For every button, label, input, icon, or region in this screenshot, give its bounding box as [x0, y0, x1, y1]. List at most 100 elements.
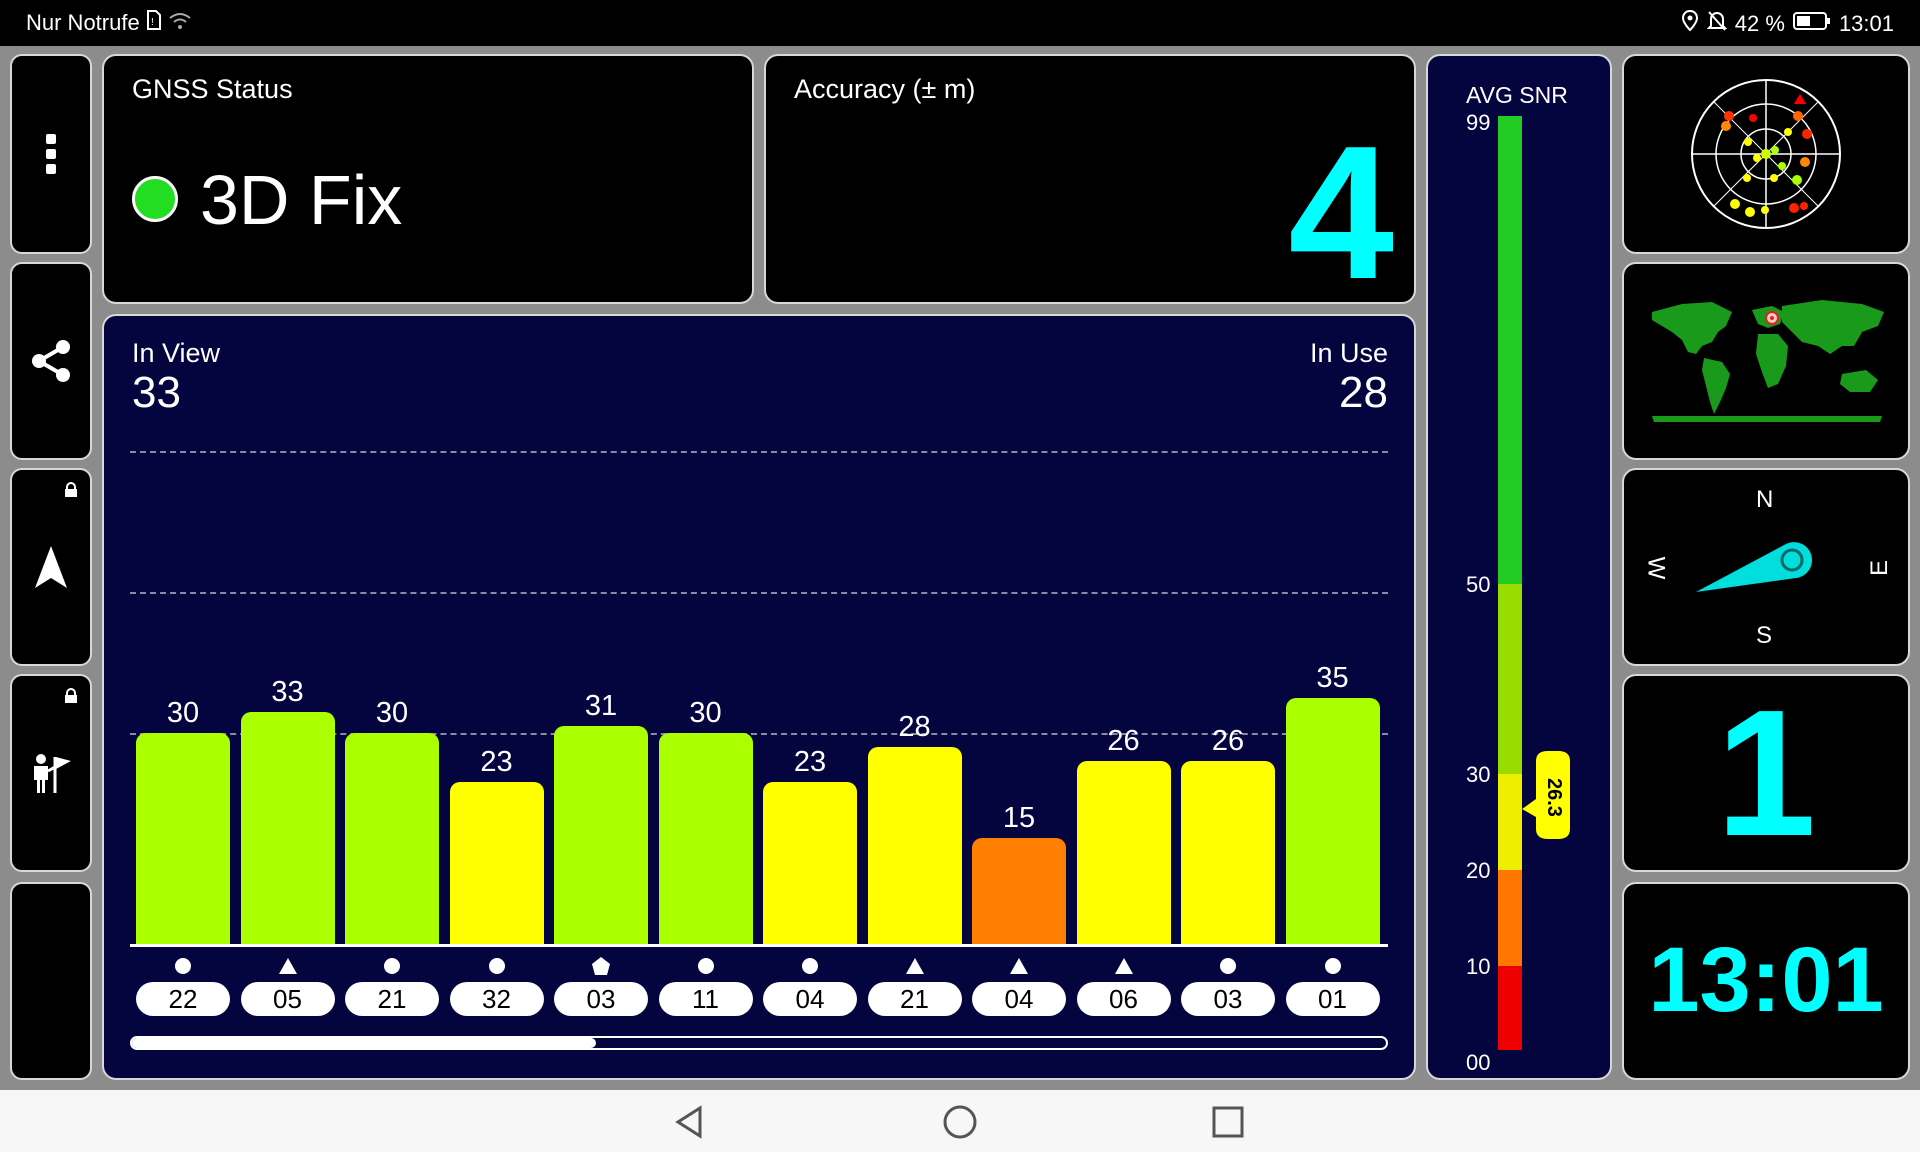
chart-gridline — [130, 451, 1388, 454]
world-map-icon — [1652, 300, 1884, 422]
home-icon — [943, 1105, 977, 1139]
compass-west: W — [1642, 556, 1670, 580]
clock-status: 13:01 — [1838, 11, 1894, 36]
in-use-label: In Use — [1309, 338, 1388, 368]
satellite-prn-label[interactable]: 06 — [1076, 982, 1171, 1016]
skyview-button[interactable] — [1622, 54, 1910, 254]
location-icon — [1681, 9, 1699, 38]
night-mode-button[interactable] — [10, 882, 92, 1080]
snr-bar — [1076, 760, 1171, 944]
in-use-count: 28 — [1339, 368, 1388, 417]
snr-bar — [972, 838, 1066, 944]
gnss-status-panel[interactable]: GNSS Status 3D Fix — [102, 54, 754, 304]
in-view-count: 33 — [132, 368, 181, 417]
avg-snr-scale-label: 20 — [1466, 858, 1491, 883]
person-flag-icon — [12, 676, 90, 870]
satellite-prn-label[interactable]: 03 — [1181, 982, 1275, 1016]
accuracy-value: 4 — [1288, 107, 1394, 319]
world-map-button[interactable] — [1622, 262, 1910, 460]
chart-gridline — [130, 732, 1388, 735]
wifi-icon — [168, 10, 192, 36]
satellite-prn-label[interactable]: 04 — [763, 982, 857, 1016]
constellation-circle-icon — [345, 955, 439, 977]
fix-value: 3D Fix — [200, 161, 403, 239]
more-vertical-icon — [12, 56, 90, 252]
snr-bar-value: 30 — [166, 696, 200, 729]
share-button[interactable] — [10, 262, 92, 460]
share-icon — [12, 264, 90, 458]
compass-east: E — [1866, 559, 1894, 577]
satellite-prn-label[interactable]: 03 — [554, 982, 648, 1016]
person-button[interactable] — [10, 674, 92, 872]
avg-snr-title: AVG SNR — [1466, 82, 1568, 108]
satellite-prn-label[interactable]: 32 — [449, 982, 544, 1016]
satellite-count-panel[interactable]: 1 — [1622, 674, 1910, 872]
battery-icon — [1792, 11, 1831, 37]
fix-indicator-dot — [132, 176, 178, 222]
snr-bar-value: 26 — [1107, 724, 1140, 757]
constellation-triangle-icon — [241, 955, 335, 977]
satellite-prn-label[interactable]: 05 — [240, 982, 335, 1016]
avg-snr-marker: 26.3 — [1522, 749, 1572, 841]
snr-bar-value: 33 — [271, 675, 304, 708]
constellation-circle-icon — [1181, 955, 1275, 977]
lock-icon — [64, 482, 78, 503]
svg-text:!: ! — [151, 17, 154, 28]
carrier-label: Nur Notrufe — [26, 10, 140, 35]
constellation-circle-icon — [1286, 955, 1380, 977]
satellite-prn-label[interactable]: 01 — [1285, 982, 1380, 1016]
compass-needle-icon — [1696, 542, 1813, 592]
accuracy-panel[interactable]: Accuracy (± m) 4 — [764, 54, 1416, 308]
avg-snr-scale-label: 30 — [1466, 762, 1491, 787]
status-bar: Nur Notrufe ! 42 % 13:01 — [0, 0, 1920, 46]
snr-bar-value: 30 — [689, 696, 722, 729]
snr-bar-value: 35 — [1316, 661, 1349, 694]
snr-bar-value: 15 — [1002, 802, 1036, 835]
constellation-circle-icon — [763, 955, 857, 977]
battery-percent: 42 % — [1734, 11, 1785, 36]
accuracy-title: Accuracy (± m) — [794, 74, 976, 104]
skyview-radar-icon — [1691, 79, 1841, 229]
satellite-prn-label[interactable]: 21 — [345, 982, 439, 1016]
constellation-circle-icon — [136, 955, 230, 977]
back-button[interactable] — [670, 1102, 710, 1142]
chart-baseline — [130, 944, 1388, 947]
avg-snr-scale-label: 50 — [1466, 572, 1491, 597]
satellite-prn-label[interactable]: 04 — [972, 982, 1066, 1016]
constellation-triangle-icon — [868, 955, 962, 977]
menu-button[interactable] — [10, 54, 92, 254]
snr-bar — [1285, 697, 1380, 944]
sim-icon: ! — [146, 10, 162, 36]
chart-scrollbar-thumb[interactable] — [132, 1038, 596, 1048]
snr-bar-value: 31 — [584, 689, 618, 722]
clock-panel[interactable]: 13:01 — [1622, 882, 1910, 1080]
satellite-prn-label[interactable]: 21 — [867, 982, 962, 1016]
satellite-prn-label[interactable]: 22 — [136, 982, 230, 1016]
home-button[interactable] — [940, 1102, 980, 1142]
snr-bar-value: 30 — [375, 696, 409, 729]
chart-gridline — [130, 592, 1388, 594]
lock-icon — [64, 688, 78, 709]
constellation-triangle-icon — [1077, 955, 1171, 977]
snr-bar — [658, 732, 753, 944]
recents-button[interactable] — [1208, 1102, 1248, 1142]
avg-snr-gauge — [1498, 116, 1522, 1050]
constellation-pentagon-icon — [554, 955, 648, 977]
avg-snr-scale-label: 10 — [1466, 954, 1491, 979]
big-number-value: 1 — [1715, 673, 1817, 874]
snr-bar-value: 23 — [480, 746, 513, 779]
recents-icon — [1212, 1106, 1244, 1138]
bell-off-icon — [1706, 10, 1728, 38]
constellation-circle-icon — [659, 955, 753, 977]
compass-button[interactable]: N S W E — [1622, 468, 1910, 666]
chart-scrollbar-track[interactable] — [130, 1036, 1388, 1050]
snr-bar — [867, 746, 962, 944]
system-nav-bar — [0, 1090, 1920, 1152]
constellation-circle-icon — [450, 955, 544, 977]
snr-bar-value: 28 — [898, 710, 931, 743]
signal-chart-panel[interactable]: In View 33 In Use 28 — [102, 314, 1416, 1080]
snr-bar — [763, 782, 857, 944]
navigate-button[interactable] — [10, 468, 92, 666]
avg-snr-value: 26.3 — [1543, 778, 1565, 818]
satellite-prn-label[interactable]: 11 — [658, 982, 753, 1016]
